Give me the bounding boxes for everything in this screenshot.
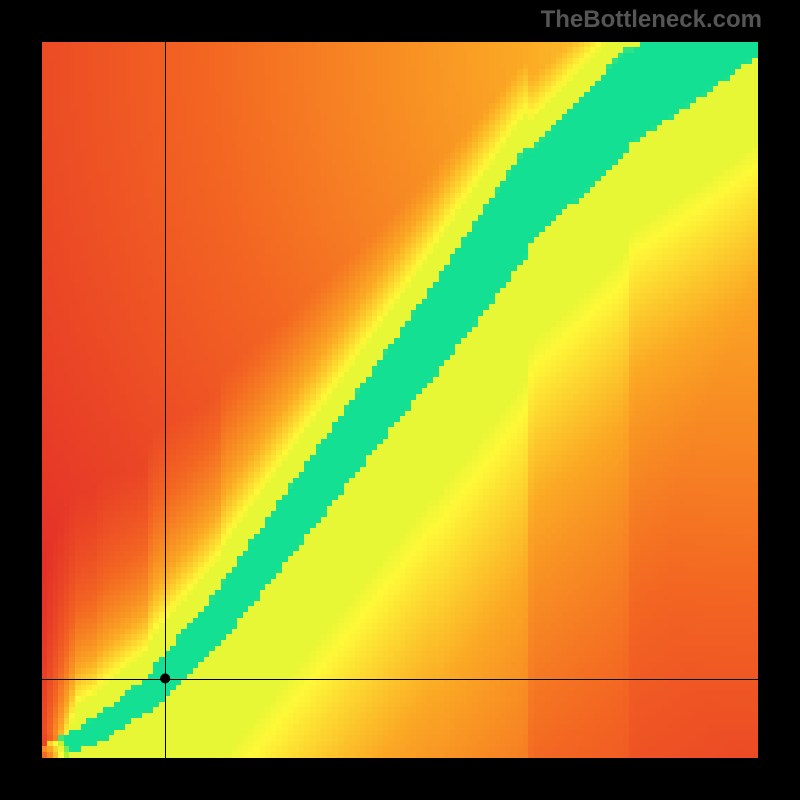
- watermark-text: TheBottleneck.com: [541, 6, 762, 34]
- chart-container: TheBottleneck.com: [0, 0, 800, 800]
- heatmap-canvas: [42, 42, 758, 758]
